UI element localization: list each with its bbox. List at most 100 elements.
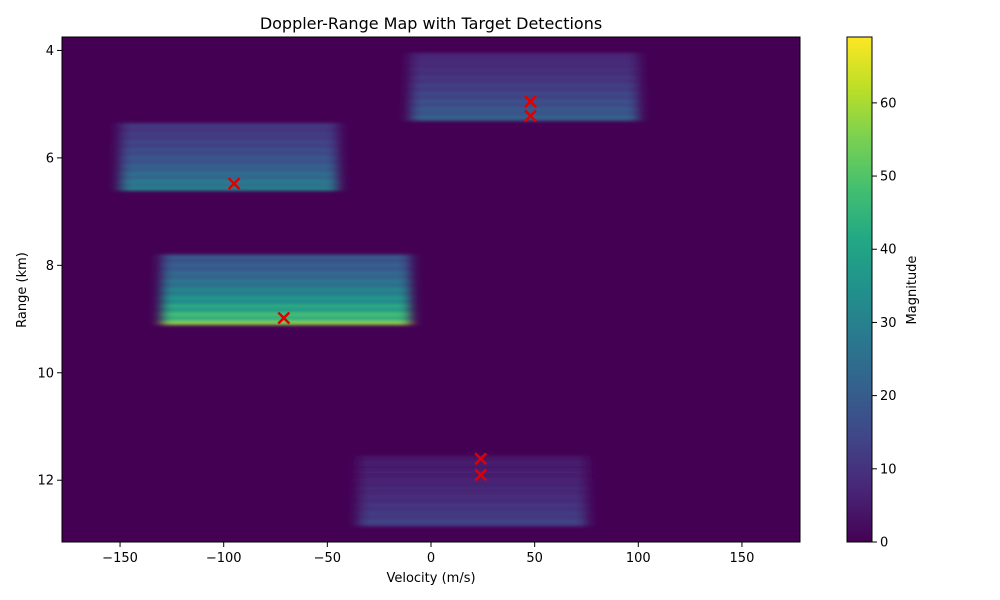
heatmap-cell <box>120 168 338 172</box>
heatmap-cell <box>358 513 587 517</box>
colorbar-gradient <box>846 36 873 543</box>
x-tick-label: 100 <box>626 551 651 566</box>
heatmap-cell <box>358 488 587 492</box>
y-axis: 4 6 8 10 12 <box>37 44 62 489</box>
heatmap-cell <box>358 485 587 490</box>
heatmap-cell <box>358 478 587 482</box>
heatmap-cell <box>120 182 338 186</box>
heatmap-cell <box>358 471 587 475</box>
heatmap-cell <box>161 282 411 286</box>
x-tick-label: 50 <box>526 551 543 566</box>
heatmap-cell <box>410 86 639 90</box>
heatmap-cell <box>161 254 411 258</box>
heatmap-cell <box>161 296 411 301</box>
colorbar-ticks: 0 10 20 30 40 50 60 <box>872 96 897 551</box>
heatmap-cell <box>410 79 639 83</box>
marker-stroke <box>474 468 488 482</box>
heatmap-cell <box>358 510 587 515</box>
heatmap-cell <box>161 269 411 273</box>
heatmap-cell <box>161 272 411 276</box>
heatmap-cell <box>410 72 639 76</box>
heatmap-cell <box>161 299 411 303</box>
heatmap-cell <box>161 309 411 313</box>
marker-stroke <box>227 177 241 191</box>
heatmap-cell <box>120 156 338 160</box>
heatmap-cell <box>410 108 639 112</box>
heatmap-cell <box>410 69 639 73</box>
heatmap-cell <box>358 515 587 520</box>
heatmap-cell <box>410 77 639 81</box>
heatmap-regions <box>120 53 639 527</box>
detection-marker <box>474 452 488 466</box>
heatmap-cell <box>120 149 338 153</box>
heatmap-cell <box>410 110 639 114</box>
x-axis-label: Velocity (m/s) <box>386 571 475 586</box>
chart-title: Doppler-Range Map with Target Detections <box>260 14 602 33</box>
heatmap-cell <box>410 113 639 117</box>
heatmap-cell <box>358 493 587 497</box>
x-tick-label: −150 <box>102 551 138 566</box>
heatmap-cell <box>161 306 411 311</box>
y-tick-label: 10 <box>37 366 54 381</box>
heatmap-cell <box>120 154 338 158</box>
heatmap-cell <box>410 53 639 57</box>
heatmap-cell <box>161 279 411 283</box>
heatmap-cell <box>358 505 587 510</box>
heatmap-cell <box>410 57 639 61</box>
x-tick-label: −100 <box>206 551 242 566</box>
heatmap-cell <box>161 304 411 308</box>
heatmap-cell <box>358 518 587 522</box>
x-axis: −150 −100 −50 0 50 100 150 <box>102 542 754 566</box>
heatmap-cell <box>120 185 338 189</box>
heatmap-cell <box>161 294 411 298</box>
plot-area <box>61 36 801 543</box>
heatmap-cell <box>120 166 338 170</box>
heatmap-cell <box>410 103 639 107</box>
heatmap-cell <box>120 139 338 143</box>
x-tick-label: 0 <box>427 551 435 566</box>
heatmap-cell <box>161 257 411 261</box>
detection-marker <box>524 95 537 108</box>
heatmap-cell <box>161 274 411 278</box>
heatmap-cell <box>120 122 338 126</box>
colorbar-tick-label: 60 <box>880 96 897 111</box>
heatmap-cell <box>410 93 639 97</box>
y-tick-label: 6 <box>46 151 54 166</box>
heatmap-cell <box>120 175 338 179</box>
detection-marker <box>227 177 241 191</box>
heatmap-region-1 <box>120 122 338 191</box>
heatmap-cell <box>120 180 338 184</box>
heatmap-cell <box>358 483 587 487</box>
colorbar-tick-label: 50 <box>880 170 897 185</box>
heatmap-cell <box>410 96 639 100</box>
heatmap-cell <box>410 81 639 85</box>
heatmap-cell <box>161 321 411 326</box>
heatmap-cell <box>410 62 639 66</box>
colorbar-tick-label: 0 <box>880 536 888 551</box>
detection-marker <box>524 109 537 123</box>
heatmap-cell <box>120 173 338 177</box>
heatmap-cell <box>410 55 639 59</box>
heatmap-cell <box>161 277 411 281</box>
heatmap-cell <box>358 523 587 527</box>
heatmap-cell <box>358 461 587 465</box>
heatmap-cell <box>410 101 639 105</box>
heatmap-cell <box>410 74 639 78</box>
marker-stroke <box>524 109 537 123</box>
heatmap-cell <box>120 137 338 141</box>
heatmap-cell <box>120 144 338 148</box>
heatmap-cell <box>161 267 411 271</box>
heatmap-cell <box>358 456 587 460</box>
x-tick-label: −50 <box>314 551 341 566</box>
heatmap-cell <box>410 84 639 88</box>
heatmap-cell <box>161 259 411 263</box>
heatmap-cell <box>358 490 587 495</box>
colorbar-label: Magnitude <box>905 256 920 325</box>
heatmap-cell <box>410 117 639 121</box>
heatmap-cell <box>358 466 587 470</box>
heatmap-cell <box>120 158 338 162</box>
heatmap-region-2 <box>161 254 411 326</box>
heatmap-region-3 <box>410 53 639 121</box>
heatmap-cell <box>161 301 411 306</box>
